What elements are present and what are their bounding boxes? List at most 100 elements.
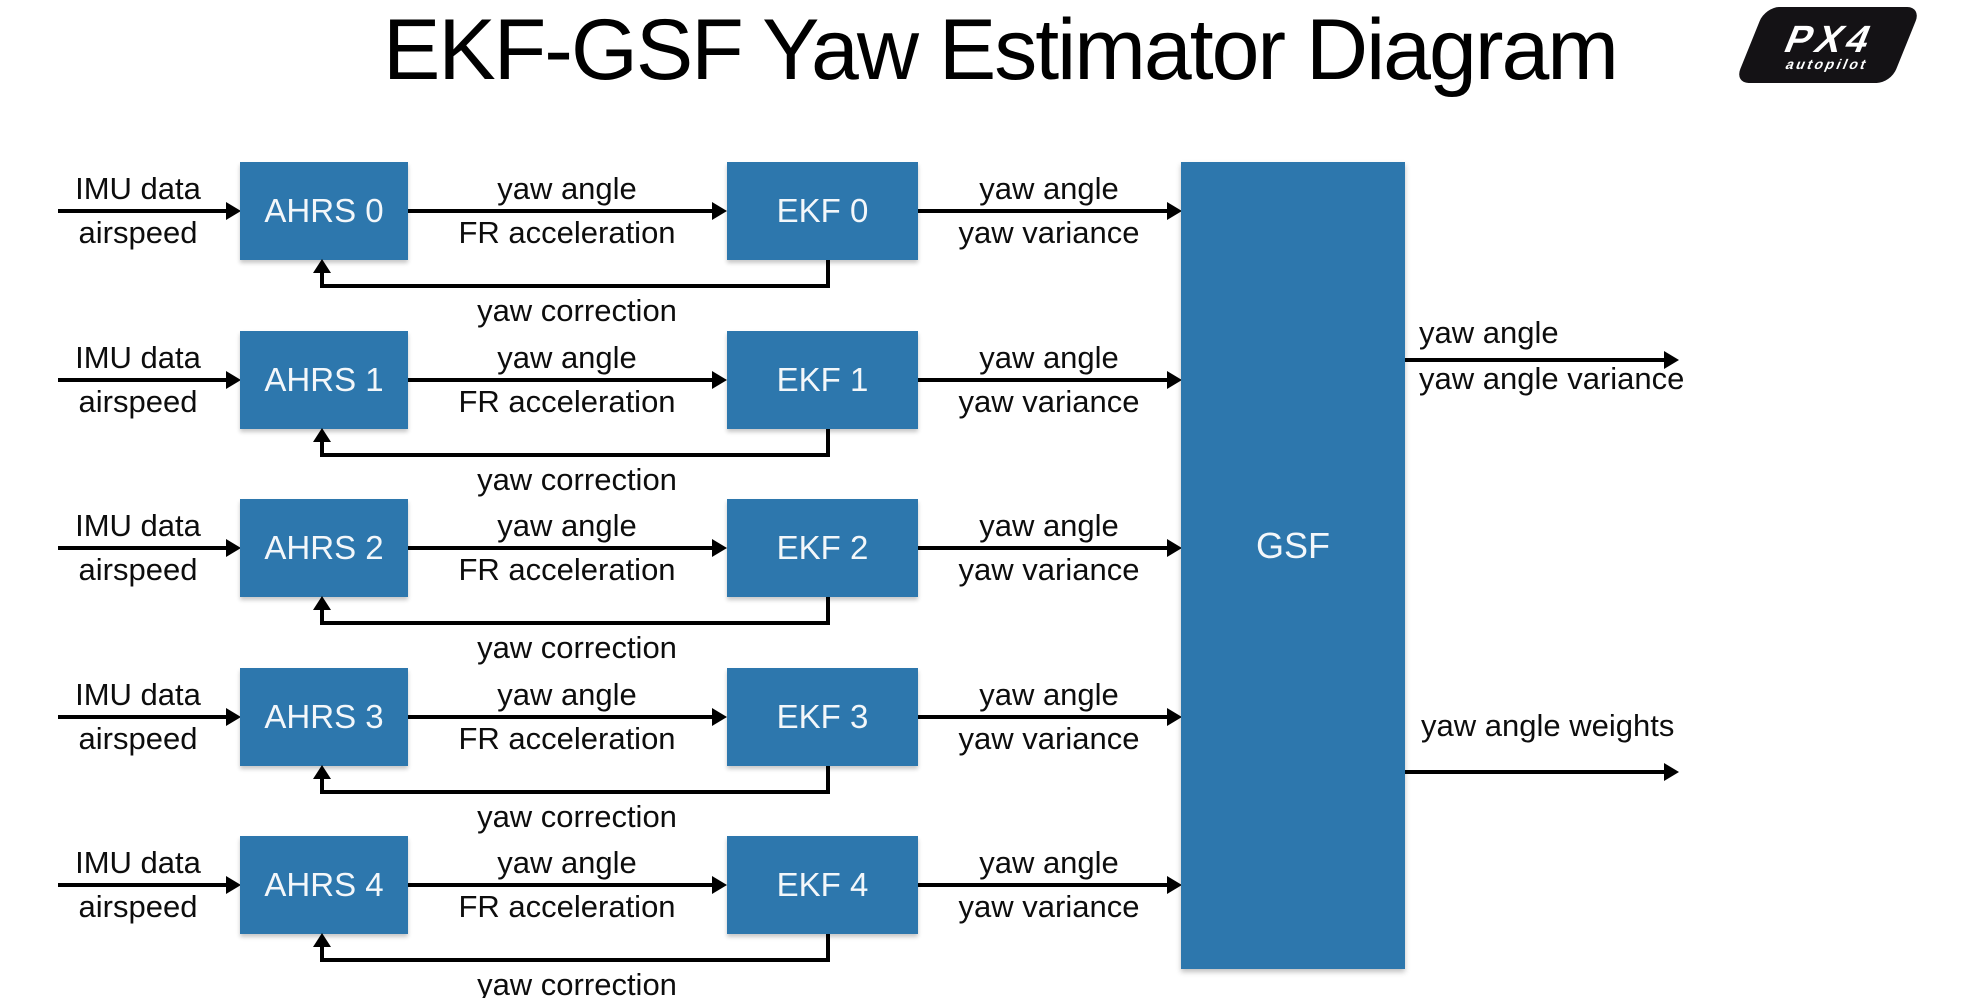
ekf-to-gsf-label-yaw-angle: yaw angle — [979, 508, 1119, 543]
ahrs-box: AHRS 3 — [240, 668, 408, 766]
feedback-rise-line — [320, 947, 324, 958]
ekf-to-gsf-arrowhead — [1167, 539, 1182, 557]
ekf-to-gsf-arrow-line — [918, 546, 1167, 550]
input-arrowhead — [226, 708, 241, 726]
ahrs-to-ekf-arrow-line — [408, 378, 712, 382]
input-label-imu-data: IMU data — [75, 340, 201, 375]
ahrs-label: AHRS 0 — [264, 192, 384, 229]
gsf-output-yaw-angle-label: yaw angle — [1419, 315, 1559, 350]
feedback-label-yaw-correction: yaw correction — [477, 967, 677, 998]
ahrs-to-ekf-label-fr-acceleration: FR acceleration — [458, 215, 676, 250]
ekf-to-gsf-label-yaw-variance: yaw variance — [958, 215, 1140, 250]
ahrs-to-ekf-arrowhead — [712, 539, 727, 557]
input-arrowhead — [226, 876, 241, 894]
ekf-label: EKF 4 — [776, 866, 869, 903]
input-label-airspeed: airspeed — [78, 552, 198, 587]
input-arrow-line — [58, 378, 226, 382]
feedback-drop-line — [826, 429, 830, 457]
gsf-box: GSF — [1181, 162, 1405, 969]
ekf-box: EKF 3 — [727, 668, 918, 766]
ekf-to-gsf-arrow-line — [918, 378, 1167, 382]
feedback-rise-line — [320, 779, 324, 790]
ekf-to-gsf-arrow-line — [918, 883, 1167, 887]
feedback-return-line — [320, 790, 830, 794]
ekf-label: EKF 2 — [776, 529, 869, 566]
ekf-to-gsf-arrow-line — [918, 209, 1167, 213]
ekf-to-gsf-arrow-line — [918, 715, 1167, 719]
feedback-drop-line — [826, 766, 830, 794]
ahrs-to-ekf-label-yaw-angle: yaw angle — [497, 171, 637, 206]
ekf-to-gsf-label-yaw-angle: yaw angle — [979, 171, 1119, 206]
gsf-output-yaw-angle-weights-label: yaw angle weights — [1421, 708, 1675, 743]
input-label-imu-data: IMU data — [75, 508, 201, 543]
ekf-box: EKF 1 — [727, 331, 918, 429]
feedback-return-line — [320, 958, 830, 962]
input-label-airspeed: airspeed — [78, 215, 198, 250]
feedback-rise-line — [320, 442, 324, 453]
ekf-box: EKF 2 — [727, 499, 918, 597]
ahrs-to-ekf-label-fr-acceleration: FR acceleration — [458, 721, 676, 756]
input-label-airspeed: airspeed — [78, 889, 198, 924]
page-title: EKF-GSF Yaw Estimator Diagram — [383, 2, 1619, 98]
ekf-to-gsf-label-yaw-variance: yaw variance — [958, 889, 1140, 924]
ahrs-to-ekf-arrow-line — [408, 546, 712, 550]
ahrs-to-ekf-arrowhead — [712, 876, 727, 894]
ahrs-to-ekf-arrowhead — [712, 202, 727, 220]
feedback-return-line — [320, 284, 830, 288]
input-label-imu-data: IMU data — [75, 845, 201, 880]
input-arrowhead — [226, 371, 241, 389]
px4-logo-brand: PX4 — [1778, 18, 1883, 61]
ahrs-to-ekf-arrow-line — [408, 715, 712, 719]
ahrs-box: AHRS 1 — [240, 331, 408, 429]
input-arrow-line — [58, 209, 226, 213]
feedback-arrowhead — [313, 765, 331, 779]
ahrs-to-ekf-label-yaw-angle: yaw angle — [497, 508, 637, 543]
estimator-row: IMU data airspeed AHRS 3 yaw angle FR ac… — [0, 667, 1978, 843]
gsf-label: GSF — [1255, 525, 1330, 566]
input-arrow-line — [58, 883, 226, 887]
feedback-arrowhead — [313, 428, 331, 442]
ahrs-to-ekf-arrow-line — [408, 209, 712, 213]
gsf-output-weights-arrowhead — [1664, 763, 1679, 781]
feedback-arrowhead — [313, 259, 331, 273]
ekf-to-gsf-arrowhead — [1167, 371, 1182, 389]
ekf-to-gsf-label-yaw-angle: yaw angle — [979, 340, 1119, 375]
ekf-to-gsf-label-yaw-variance: yaw variance — [958, 552, 1140, 587]
input-label-imu-data: IMU data — [75, 171, 201, 206]
ahrs-to-ekf-label-yaw-angle: yaw angle — [497, 845, 637, 880]
ekf-to-gsf-label-yaw-angle: yaw angle — [979, 845, 1119, 880]
px4-logo-plate: PX4 autopilot — [1734, 7, 1922, 83]
ahrs-box: AHRS 0 — [240, 162, 408, 260]
feedback-arrowhead — [313, 596, 331, 610]
feedback-rise-line — [320, 273, 324, 284]
ahrs-to-ekf-arrow-line — [408, 883, 712, 887]
ekf-to-gsf-arrowhead — [1167, 708, 1182, 726]
input-label-imu-data: IMU data — [75, 677, 201, 712]
ahrs-to-ekf-label-fr-acceleration: FR acceleration — [458, 552, 676, 587]
estimator-row: IMU data airspeed AHRS 0 yaw angle FR ac… — [0, 161, 1978, 337]
feedback-label-yaw-correction: yaw correction — [477, 462, 677, 497]
gsf-output-yaw-arrow-line — [1405, 358, 1664, 362]
ahrs-label: AHRS 3 — [264, 698, 384, 735]
feedback-rise-line — [320, 610, 324, 621]
ahrs-to-ekf-label-yaw-angle: yaw angle — [497, 340, 637, 375]
estimator-row: IMU data airspeed AHRS 2 yaw angle FR ac… — [0, 498, 1978, 674]
ahrs-to-ekf-arrowhead — [712, 371, 727, 389]
gsf-output-weights-arrow-line — [1405, 770, 1664, 774]
feedback-return-line — [320, 621, 830, 625]
feedback-return-line — [320, 453, 830, 457]
ahrs-to-ekf-label-fr-acceleration: FR acceleration — [458, 384, 676, 419]
ekf-to-gsf-label-yaw-variance: yaw variance — [958, 384, 1140, 419]
feedback-label-yaw-correction: yaw correction — [477, 799, 677, 834]
input-arrowhead — [226, 539, 241, 557]
ekf-box: EKF 4 — [727, 836, 918, 934]
feedback-label-yaw-correction: yaw correction — [477, 630, 677, 665]
estimator-row: IMU data airspeed AHRS 1 yaw angle FR ac… — [0, 330, 1978, 506]
input-arrow-line — [58, 546, 226, 550]
ekf-to-gsf-arrowhead — [1167, 876, 1182, 894]
ekf-to-gsf-label-yaw-variance: yaw variance — [958, 721, 1140, 756]
ahrs-to-ekf-label-fr-acceleration: FR acceleration — [458, 889, 676, 924]
input-label-airspeed: airspeed — [78, 384, 198, 419]
ahrs-box: AHRS 4 — [240, 836, 408, 934]
gsf-output-yaw-angle-variance-label: yaw angle variance — [1419, 361, 1685, 396]
